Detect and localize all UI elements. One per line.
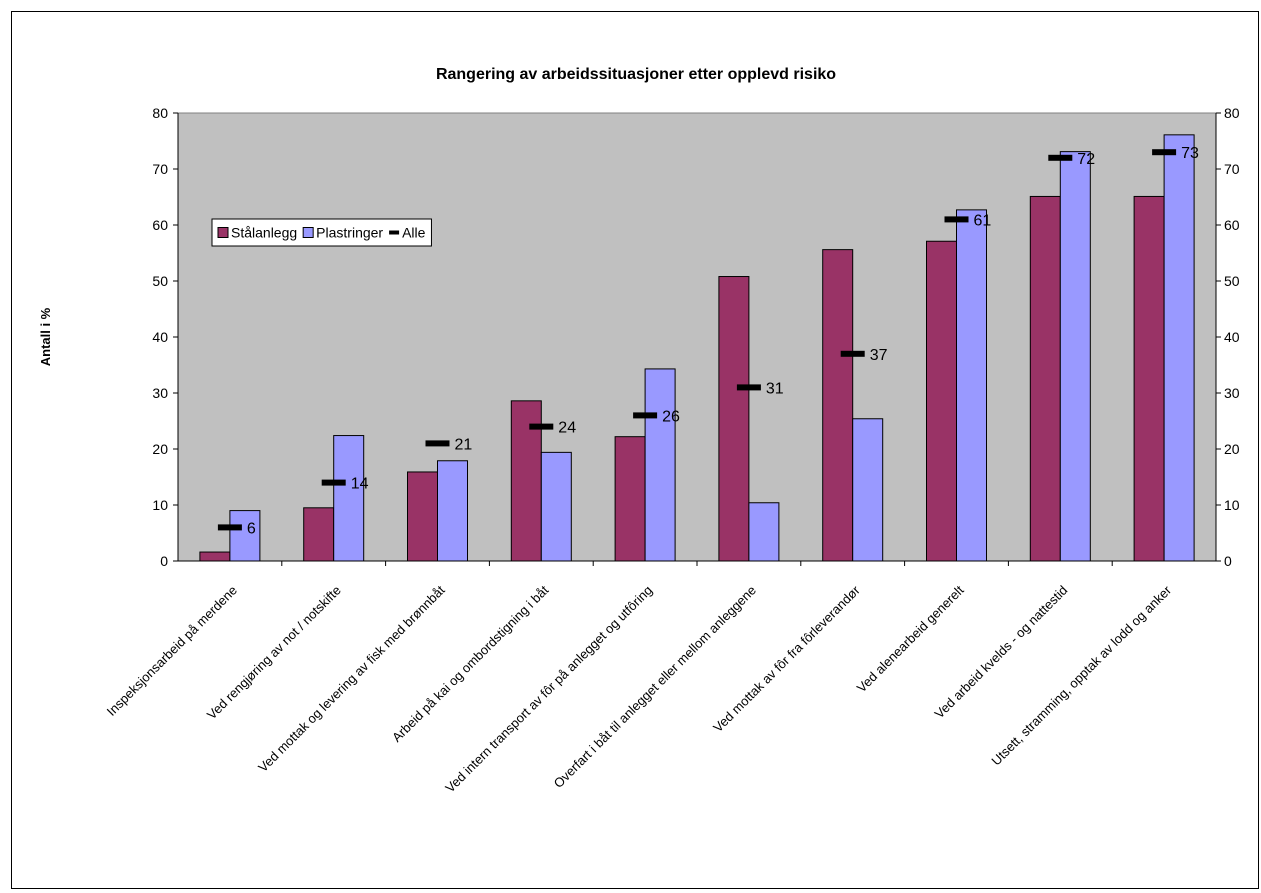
bar-plastringer: [956, 209, 987, 562]
y2-tick-label: 20: [1224, 441, 1240, 457]
y-tick-label: 50: [152, 273, 168, 289]
y2-tick-label: 40: [1224, 329, 1240, 345]
y-tick-label: 80: [152, 105, 168, 121]
chart-frame: 6 14 21 24 26 31 37 61 72 73 0 10 20 30 40 50 60 70 80 0 10…: [11, 11, 1259, 889]
data-label-alle: 72: [1077, 151, 1095, 168]
y-tick-label: 0: [160, 553, 168, 569]
bar-plastringer: [1163, 134, 1195, 562]
y2-tick-label: 30: [1224, 385, 1240, 401]
bar-stalanlegg: [718, 276, 750, 562]
data-label-alle: 61: [974, 212, 992, 229]
marker-alle: [1048, 154, 1073, 161]
marker-alle: [736, 384, 761, 391]
bar-stalanlegg: [303, 507, 335, 562]
legend: Stålanlegg Plastringer Alle: [211, 218, 432, 247]
chart-svg: 6 14 21 24 26 31 37 61 72 73 0 10 20 30 40 50 60 70 80 0 10…: [38, 66, 1240, 795]
category-label: Ved mottak og levering av fisk med brønn…: [255, 582, 448, 775]
y-tick-label: 20: [152, 441, 168, 457]
y2-tick-label: 50: [1224, 273, 1240, 289]
bar-plastringer: [437, 460, 468, 562]
legend-swatch: [389, 230, 400, 235]
marker-alle: [217, 524, 242, 531]
data-label-alle: 31: [766, 380, 784, 397]
category-label: Overfart i båt til anlegget eller mellom…: [551, 583, 759, 791]
bar-plastringer: [1059, 151, 1091, 562]
y2-tick-label: 80: [1224, 105, 1240, 121]
data-label-alle: 37: [870, 347, 888, 364]
bar-stalanlegg: [407, 471, 438, 562]
y-tick-label: 60: [152, 217, 168, 233]
legend-label: Plastringer: [316, 225, 383, 241]
bar-plastringer: [333, 435, 365, 562]
bars: [199, 134, 1195, 562]
marker-alle: [529, 423, 554, 430]
marker-alle: [1152, 149, 1177, 156]
marker-alle: [944, 216, 969, 223]
bar-stalanlegg: [1133, 195, 1165, 562]
tick-labels: 0 10 20 30 40 50 60 70 80 0 10 20 30 40 50 60 70 80: [152, 105, 1239, 569]
bar-stalanlegg: [199, 551, 231, 562]
bar-plastringer: [540, 451, 572, 562]
bar-stalanlegg: [1029, 195, 1061, 562]
data-label-alle: 24: [558, 420, 576, 437]
y-tick-label: 40: [152, 329, 168, 345]
marker-alle: [633, 412, 658, 419]
data-label-alle: 73: [1181, 145, 1199, 162]
data-label-alle: 6: [247, 520, 256, 537]
legend-label: Stålanlegg: [231, 225, 297, 241]
markers: 6 14 21 24 26 31 37 61 72 73: [217, 145, 1199, 537]
bar-plastringer: [852, 418, 884, 562]
y-tick-label: 70: [152, 161, 168, 177]
legend-swatch: [217, 227, 229, 238]
bar-plastringer: [748, 502, 780, 562]
chart-title: Rangering av arbeidssituasjoner etter op…: [436, 66, 836, 83]
bar-plastringer: [229, 510, 261, 562]
category-label: Utsett, stramming, opptak av lodd og ank…: [988, 582, 1174, 768]
y-tick-label: 10: [152, 497, 168, 513]
data-label-alle: 21: [455, 436, 473, 453]
data-label-alle: 26: [662, 408, 680, 425]
legend-swatch: [302, 227, 314, 238]
marker-alle: [840, 350, 865, 357]
legend-label: Alle: [402, 225, 426, 241]
y2-tick-label: 70: [1224, 161, 1240, 177]
bar-stalanlegg: [614, 436, 646, 562]
y2-tick-label: 60: [1224, 217, 1240, 233]
category-label: Ved alenearbeid generelt: [854, 582, 967, 695]
y2-tick-label: 0: [1224, 553, 1232, 569]
bar-stalanlegg: [822, 249, 854, 562]
data-label-alle: 14: [351, 476, 369, 493]
y-axis-label: Antall i %: [38, 307, 53, 366]
category-label: Ved intern transport av fôr på anlegget …: [442, 583, 655, 796]
bar-plastringer: [644, 368, 676, 562]
y-tick-label: 30: [152, 385, 168, 401]
marker-alle: [425, 440, 450, 447]
y2-tick-label: 10: [1224, 497, 1240, 513]
marker-alle: [321, 479, 346, 486]
bar-stalanlegg: [926, 240, 957, 562]
